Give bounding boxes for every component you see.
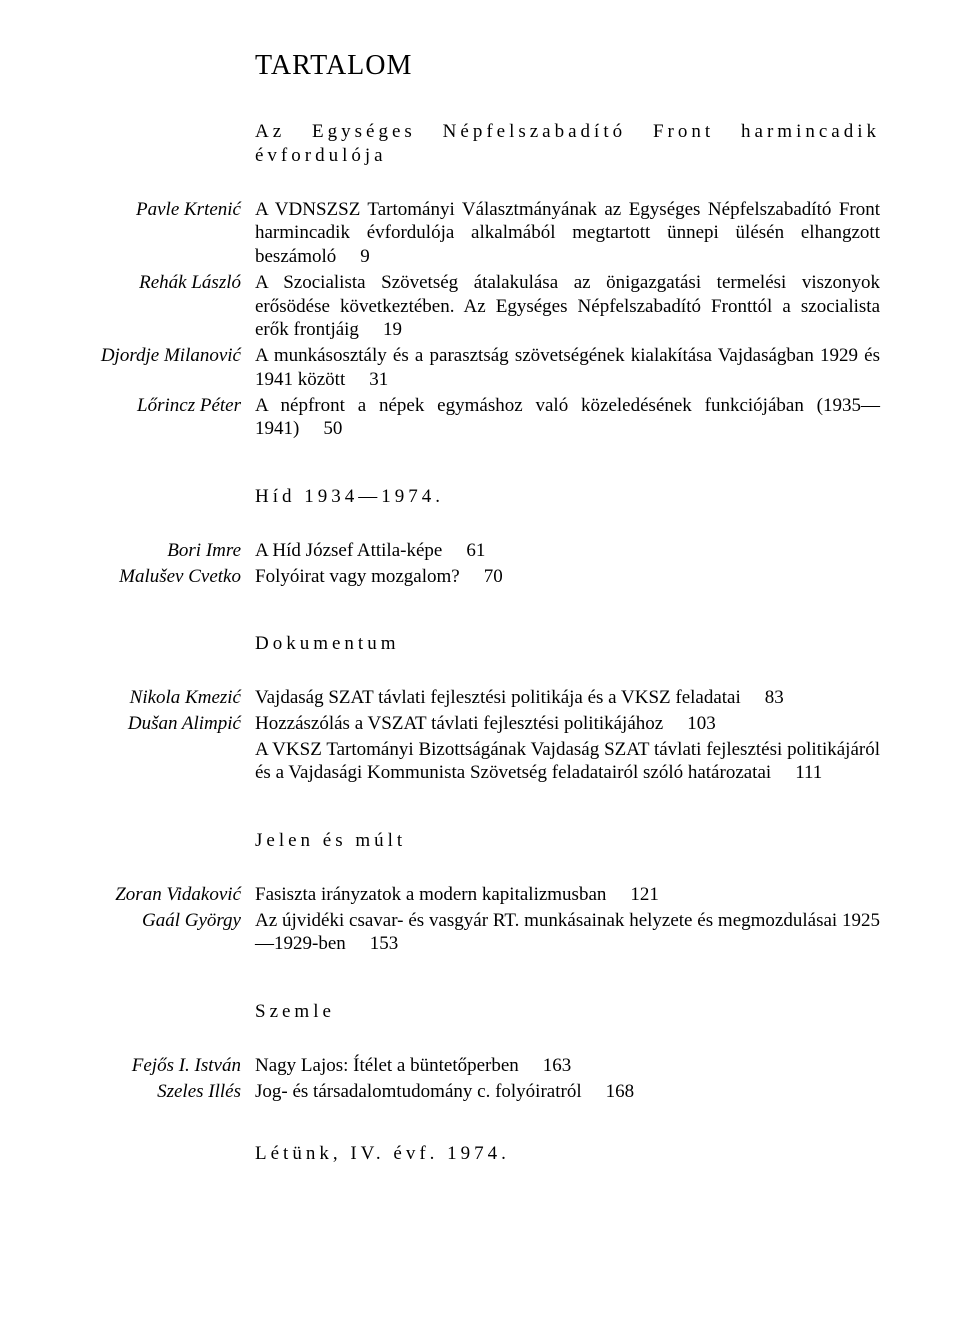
section-heading-row: Az Egységes Népfelszabadító Front harmin… bbox=[80, 120, 880, 184]
page-container: TARTALOM Az Egységes Népfelszabadító Fro… bbox=[0, 0, 960, 1344]
toc-entry: Nikola Kmezić Vajdaság SZAT távlati fejl… bbox=[80, 686, 880, 710]
entry-page: 83 bbox=[765, 687, 784, 708]
section-heading-row: Dokumentum bbox=[80, 632, 880, 672]
entry-content: Jog- és társadalomtudomány c. folyóiratr… bbox=[255, 1080, 880, 1104]
toc-entry: Szeles Illés Jog- és társadalomtudomány … bbox=[80, 1080, 880, 1104]
entry-text: A Híd József Attila-képe bbox=[255, 540, 442, 561]
entry-author: Fejős I. István bbox=[80, 1054, 255, 1078]
section-heading: Híd 1934—1974. bbox=[255, 485, 880, 509]
entry-content: Nagy Lajos: Ítélet a büntetőperben 163 bbox=[255, 1054, 880, 1078]
entry-content: Vajdaság SZAT távlati fejlesztési politi… bbox=[255, 686, 880, 710]
entry-text: Hozzászólás a VSZAT távlati fejlesztési … bbox=[255, 713, 663, 734]
entry-text: A munkásosztály és a parasztság szövetsé… bbox=[255, 345, 880, 390]
entry-content: Fasiszta irányzatok a modern kapitalizmu… bbox=[255, 883, 880, 907]
section-entries: Nikola Kmezić Vajdaság SZAT távlati fejl… bbox=[80, 686, 880, 785]
entry-author: Rehák László bbox=[80, 271, 255, 295]
footer-line: Létünk, IV. évf. 1974. bbox=[255, 1143, 880, 1165]
entry-author: Pavle Krtenić bbox=[80, 198, 255, 222]
entry-text: Fasiszta irányzatok a modern kapitalizmu… bbox=[255, 884, 606, 905]
entry-text: Folyóirat vagy mozgalom? bbox=[255, 566, 460, 587]
entry-page: 121 bbox=[630, 884, 659, 905]
entry-page: 111 bbox=[795, 762, 822, 783]
section-entries: Bori Imre A Híd József Attila-képe 61 Mal… bbox=[80, 539, 880, 589]
entry-author: Malušev Cvetko bbox=[80, 565, 255, 589]
entry-author: Bori Imre bbox=[80, 539, 255, 563]
entry-content: A VDNSZSZ Tartományi Választmányának az … bbox=[255, 198, 880, 269]
entry-text: A Szocialista Szövetség átalakulása az ö… bbox=[255, 272, 880, 341]
entry-page: 168 bbox=[606, 1081, 635, 1102]
entry-page: 153 bbox=[370, 933, 399, 954]
entry-author: Szeles Illés bbox=[80, 1080, 255, 1104]
entry-author: Gaál György bbox=[80, 909, 255, 933]
section-heading: Dokumentum bbox=[255, 632, 880, 656]
toc-entry: Fejős I. István Nagy Lajos: Ítélet a bün… bbox=[80, 1054, 880, 1078]
entry-content: A Híd József Attila-képe 61 bbox=[255, 539, 880, 563]
entry-text: Vajdaság SZAT távlati fejlesztési politi… bbox=[255, 687, 741, 708]
entry-page: 9 bbox=[360, 246, 370, 267]
section-entries: Zoran Vidaković Fasiszta irányzatok a mo… bbox=[80, 883, 880, 956]
entry-page: 103 bbox=[687, 713, 716, 734]
entry-content: Hozzászólás a VSZAT távlati fejlesztési … bbox=[255, 712, 880, 736]
section-heading-row: Híd 1934—1974. bbox=[80, 485, 880, 525]
section-heading: Jelen és múlt bbox=[255, 829, 880, 853]
entry-page: 31 bbox=[369, 369, 388, 390]
toc-entry: A VKSZ Tartományi Bizottságának Vajdaság… bbox=[80, 738, 880, 786]
entry-text: A VDNSZSZ Tartományi Választmányának az … bbox=[255, 199, 880, 268]
section-entries: Fejős I. István Nagy Lajos: Ítélet a bün… bbox=[80, 1054, 880, 1104]
section-heading: Az Egységes Népfelszabadító Front harmin… bbox=[255, 120, 880, 168]
entry-author: Djordje Milanović bbox=[80, 344, 255, 368]
toc-entry: Dušan Alimpić Hozzászólás a VSZAT távlat… bbox=[80, 712, 880, 736]
toc-entry: Djordje Milanović A munkásosztály és a p… bbox=[80, 344, 880, 392]
page-title: TARTALOM bbox=[255, 50, 880, 82]
entry-text: Az újvidéki csavar- és vasgyár RT. munká… bbox=[255, 910, 880, 955]
entry-text: Nagy Lajos: Ítélet a büntetőperben bbox=[255, 1055, 519, 1076]
entry-page: 70 bbox=[484, 566, 503, 587]
entry-author: Lőrincz Péter bbox=[80, 394, 255, 418]
entry-page: 19 bbox=[383, 319, 402, 340]
entry-content: A népfront a népek egymáshoz való közele… bbox=[255, 394, 880, 442]
entry-page: 163 bbox=[543, 1055, 572, 1076]
toc-entry: Zoran Vidaković Fasiszta irányzatok a mo… bbox=[80, 883, 880, 907]
entry-text: Jog- és társadalomtudomány c. folyóiratr… bbox=[255, 1081, 582, 1102]
entry-page: 50 bbox=[323, 418, 342, 439]
entry-author: Dušan Alimpić bbox=[80, 712, 255, 736]
entry-content: A VKSZ Tartományi Bizottságának Vajdaság… bbox=[255, 738, 880, 786]
entry-text: A VKSZ Tartományi Bizottságának Vajdaság… bbox=[255, 739, 880, 784]
toc-entry: Malušev Cvetko Folyóirat vagy mozgalom? 7… bbox=[80, 565, 880, 589]
entry-content: A munkásosztály és a parasztság szövetsé… bbox=[255, 344, 880, 392]
toc-entry: Lőrincz Péter A népfront a népek egymásh… bbox=[80, 394, 880, 442]
section-heading-row: Szemle bbox=[80, 1000, 880, 1040]
toc-entry: Pavle Krtenić A VDNSZSZ Tartományi Válas… bbox=[80, 198, 880, 269]
toc-entry: Gaál György Az újvidéki csavar- és vasgy… bbox=[80, 909, 880, 957]
section-heading: Szemle bbox=[255, 1000, 880, 1024]
entry-page: 61 bbox=[466, 540, 485, 561]
toc-entry: Rehák László A Szocialista Szövetség áta… bbox=[80, 271, 880, 342]
entry-text: A népfront a népek egymáshoz való közele… bbox=[255, 395, 880, 440]
entry-content: Folyóirat vagy mozgalom? 70 bbox=[255, 565, 880, 589]
entry-author: Nikola Kmezić bbox=[80, 686, 255, 710]
toc-entry: Bori Imre A Híd József Attila-képe 61 bbox=[80, 539, 880, 563]
section-heading-row: Jelen és múlt bbox=[80, 829, 880, 869]
entry-author: Zoran Vidaković bbox=[80, 883, 255, 907]
section-entries: Pavle Krtenić A VDNSZSZ Tartományi Válas… bbox=[80, 198, 880, 442]
entry-content: A Szocialista Szövetség átalakulása az ö… bbox=[255, 271, 880, 342]
entry-content: Az újvidéki csavar- és vasgyár RT. munká… bbox=[255, 909, 880, 957]
